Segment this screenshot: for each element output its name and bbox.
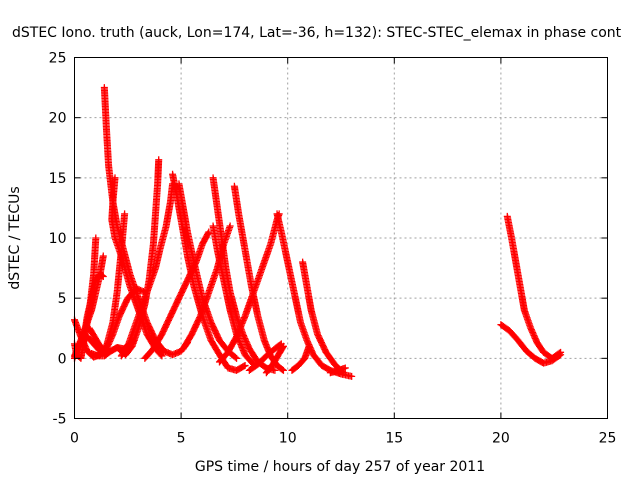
data-series	[88, 336, 138, 360]
data-point	[555, 352, 563, 360]
data-point	[92, 234, 100, 242]
data-series	[288, 342, 313, 374]
data-point	[341, 364, 349, 372]
data-point	[233, 354, 241, 362]
y-tick-label: -5	[53, 412, 67, 428]
x-tick-label: 0	[70, 431, 79, 447]
data-point	[204, 229, 212, 237]
data-series	[299, 258, 347, 377]
data-series	[117, 180, 177, 360]
data-point	[279, 342, 287, 350]
data-series	[503, 212, 565, 362]
y-tick-label: 15	[49, 171, 67, 187]
y-tick-label: 20	[49, 111, 67, 127]
y-tick-label: 0	[58, 351, 67, 367]
data-point	[155, 156, 163, 164]
data-point	[348, 372, 356, 380]
y-tick-label: 10	[49, 231, 67, 247]
data-point	[157, 351, 165, 359]
y-tick-labels: -5 0 5 10 15 20 25	[49, 51, 67, 428]
data-series	[141, 228, 213, 362]
data-series	[497, 321, 565, 367]
grid	[74, 57, 608, 419]
axis-ticks	[74, 57, 608, 419]
data-series	[230, 182, 287, 374]
data-point	[279, 366, 287, 374]
y-tick-label: 25	[49, 51, 67, 67]
x-axis-label: GPS time / hours of day 257 of year 2011	[195, 459, 485, 475]
x-tick-label: 20	[492, 431, 510, 447]
data-series	[209, 222, 258, 368]
data-marks	[71, 84, 565, 380]
y-axis-label: dSTEC / TECUs	[7, 186, 23, 289]
y-tick-label: 5	[58, 291, 67, 307]
data-series	[215, 210, 283, 366]
data-point	[279, 344, 287, 352]
data-point	[557, 351, 565, 359]
chart-title: dSTEC Iono. truth (auck, Lon=174, Lat=-3…	[12, 25, 622, 41]
data-point	[231, 353, 239, 361]
data-point	[241, 362, 249, 370]
data-point	[158, 352, 166, 360]
data-series	[179, 222, 234, 353]
data-series	[326, 364, 349, 377]
data-point	[226, 222, 234, 230]
data-point	[99, 252, 107, 260]
x-tick-label: 15	[385, 431, 403, 447]
data-point	[271, 366, 279, 374]
data-point	[278, 366, 286, 374]
x-tick-labels: 0 5 10 15 20 25	[70, 431, 616, 447]
data-point	[121, 210, 129, 218]
x-tick-label: 5	[177, 431, 186, 447]
data-series	[262, 342, 287, 377]
x-tick-label: 10	[279, 431, 297, 447]
data-point	[240, 362, 248, 370]
data-point	[305, 342, 313, 350]
data-series	[273, 210, 356, 380]
x-tick-label: 25	[599, 431, 617, 447]
